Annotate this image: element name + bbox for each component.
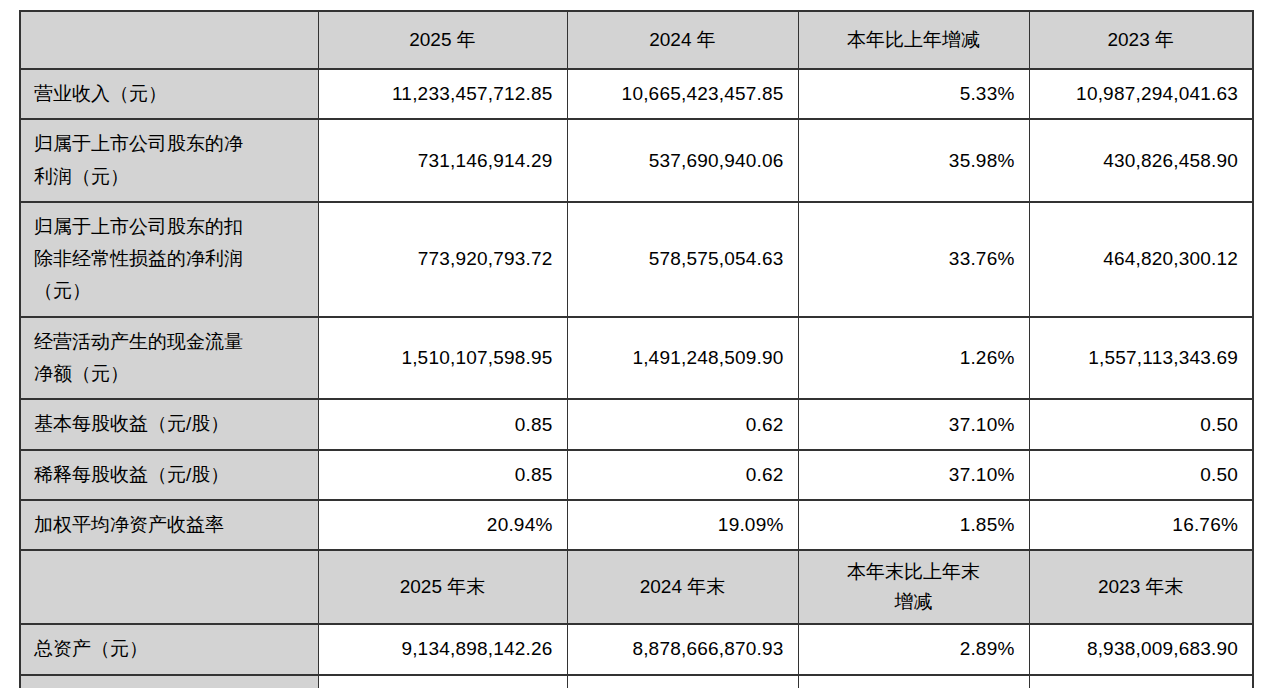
row-label-cell: 稀释每股收益（元/股） — [20, 450, 318, 500]
value-cell-change: 27.51% — [798, 675, 1029, 688]
col-header-2024-end: 2024 年末 — [567, 550, 798, 624]
table-row-net-profit: 归属于上市公司股东的净 利润（元） 731,146,914.29 537,690… — [20, 119, 1253, 202]
value-cell-change: 37.10% — [798, 399, 1029, 449]
value-cell-2024: 578,575,054.63 — [567, 202, 798, 317]
value-cell-2023: 8,938,009,683.90 — [1029, 624, 1253, 674]
value-cell-2023: 430,826,458.90 — [1029, 119, 1253, 202]
value-cell-2024: 19.09% — [567, 500, 798, 550]
value-cell-2024: 10,665,423,457.85 — [567, 69, 798, 119]
period-header-row-yearend: 2025 年末 2024 年末 本年末比上年末 增减 2023 年末 — [20, 550, 1253, 624]
table-row-basic-eps: 基本每股收益（元/股） 0.85 0.62 37.10% 0.50 — [20, 399, 1253, 449]
value-cell-2023: 0.50 — [1029, 399, 1253, 449]
value-cell-2024: 3,055,379,360.76 — [567, 675, 798, 688]
row-label-cell: 总资产（元） — [20, 624, 318, 674]
value-cell-2024: 0.62 — [567, 450, 798, 500]
row-label-cell: 基本每股收益（元/股） — [20, 399, 318, 449]
value-cell-2025: 0.85 — [318, 450, 567, 500]
col-header-yoy-change: 本年比上年增减 — [798, 11, 1029, 69]
value-cell-2025: 11,233,457,712.85 — [318, 69, 567, 119]
value-cell-2025: 20.94% — [318, 500, 567, 550]
row-label-cell: 归属于上市公司股东的扣 除非经常性损益的净利润 （元） — [20, 202, 318, 317]
blank-corner-cell — [20, 11, 318, 69]
value-cell-change: 5.33% — [798, 69, 1029, 119]
value-cell-2024: 537,690,940.06 — [567, 119, 798, 202]
col-header-2025-end: 2025 年末 — [318, 550, 567, 624]
value-cell-change: 33.76% — [798, 202, 1029, 317]
value-cell-2025: 0.85 — [318, 399, 567, 449]
row-label-cell: 加权平均净资产收益率 — [20, 500, 318, 550]
value-cell-change: 1.26% — [798, 317, 1029, 400]
value-cell-2023: 10,987,294,041.63 — [1029, 69, 1253, 119]
value-cell-2023: 16.76% — [1029, 500, 1253, 550]
value-cell-2025: 9,134,898,142.26 — [318, 624, 567, 674]
table-row-operating-revenue: 营业收入（元） 11,233,457,712.85 10,665,423,457… — [20, 69, 1253, 119]
table-row-weighted-avg-roe: 加权平均净资产收益率 20.94% 19.09% 1.85% 16.76% — [20, 500, 1253, 550]
col-header-yearend-change: 本年末比上年末 增减 — [798, 550, 1029, 624]
row-label-cell: 经营活动产生的现金流量 净额（元） — [20, 317, 318, 400]
value-cell-2025: 1,510,107,598.95 — [318, 317, 567, 400]
table-row-net-assets: 归属于上市公司股东的净 资产（元） 3,895,944,966.53 3,055… — [20, 675, 1253, 688]
value-cell-change: 37.10% — [798, 450, 1029, 500]
col-header-2023: 2023 年 — [1029, 11, 1253, 69]
row-label-cell: 归属于上市公司股东的净 利润（元） — [20, 119, 318, 202]
value-cell-2023: 464,820,300.12 — [1029, 202, 1253, 317]
value-cell-change: 2.89% — [798, 624, 1029, 674]
value-cell-2024: 1,491,248,509.90 — [567, 317, 798, 400]
value-cell-2023: 1,557,113,343.69 — [1029, 317, 1253, 400]
blank-corner-cell — [20, 550, 318, 624]
value-cell-2023: 0.50 — [1029, 450, 1253, 500]
col-header-2025: 2025 年 — [318, 11, 567, 69]
table-row-total-assets: 总资产（元） 9,134,898,142.26 8,878,666,870.93… — [20, 624, 1253, 674]
table-row-operating-cash-flow: 经营活动产生的现金流量 净额（元） 1,510,107,598.95 1,491… — [20, 317, 1253, 400]
value-cell-change: 35.98% — [798, 119, 1029, 202]
value-cell-2025: 773,920,793.72 — [318, 202, 567, 317]
value-cell-2024: 0.62 — [567, 399, 798, 449]
value-cell-2024: 8,878,666,870.93 — [567, 624, 798, 674]
value-cell-2025: 3,895,944,966.53 — [318, 675, 567, 688]
table-row-net-profit-excl-nonrecurring: 归属于上市公司股东的扣 除非经常性损益的净利润 （元） 773,920,793.… — [20, 202, 1253, 317]
col-header-2024: 2024 年 — [567, 11, 798, 69]
value-cell-change: 1.85% — [798, 500, 1029, 550]
row-label-cell: 营业收入（元） — [20, 69, 318, 119]
value-cell-2023: 2,557,020,138.44 — [1029, 675, 1253, 688]
table-row-diluted-eps: 稀释每股收益（元/股） 0.85 0.62 37.10% 0.50 — [20, 450, 1253, 500]
row-label-cell: 归属于上市公司股东的净 资产（元） — [20, 675, 318, 688]
col-header-2023-end: 2023 年末 — [1029, 550, 1253, 624]
period-header-row-annual: 2025 年 2024 年 本年比上年增减 2023 年 — [20, 11, 1253, 69]
financial-highlights-table: 2025 年 2024 年 本年比上年增减 2023 年 营业收入（元） 11,… — [19, 10, 1254, 688]
value-cell-2025: 731,146,914.29 — [318, 119, 567, 202]
